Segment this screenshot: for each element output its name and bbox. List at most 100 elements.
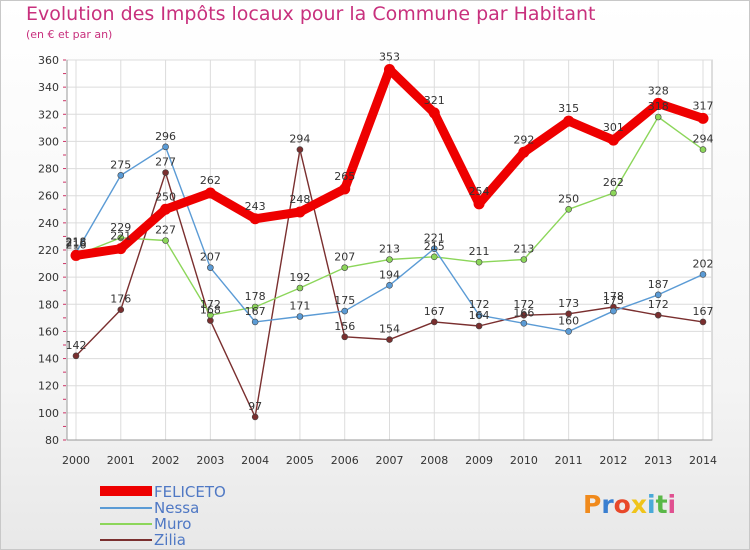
x-tick-label: 2014	[689, 454, 717, 467]
data-label: 172	[513, 298, 534, 311]
data-label: 221	[424, 232, 445, 245]
data-label: 262	[200, 174, 221, 187]
legend-label-zilia: Zilia	[154, 531, 186, 549]
data-point	[204, 187, 216, 199]
data-point	[207, 311, 214, 319]
legend-swatch-zilia	[100, 539, 152, 541]
x-tick-label: 2004	[241, 454, 269, 467]
data-point	[251, 303, 259, 311]
data-label: 171	[289, 300, 310, 313]
x-tick-label: 2012	[599, 454, 627, 467]
data-point	[430, 253, 438, 261]
x-tick-label: 2009	[465, 454, 493, 467]
x-tick-label: 2005	[286, 454, 314, 467]
data-point	[697, 112, 709, 124]
data-point	[475, 322, 483, 330]
data-label: 213	[379, 243, 400, 256]
data-point	[162, 169, 169, 176]
proxiti-logo: Proxiti	[583, 490, 676, 519]
data-label: 202	[693, 257, 714, 270]
data-point	[654, 291, 662, 299]
data-label: 216	[66, 236, 87, 249]
data-label: 294	[693, 133, 714, 146]
x-tick-label: 2000	[62, 454, 90, 467]
data-label: 216	[66, 238, 87, 251]
x-tick-label: 2003	[196, 454, 224, 467]
logo-letter: i	[667, 490, 677, 519]
data-label: 187	[648, 278, 669, 291]
y-tick-label: 200	[38, 271, 59, 284]
data-point	[699, 271, 707, 278]
data-label: 172	[200, 298, 221, 311]
data-point	[520, 319, 528, 327]
data-point	[610, 307, 617, 315]
data-label: 142	[66, 339, 87, 352]
data-point	[386, 336, 393, 343]
data-label: 248	[289, 193, 310, 206]
data-label: 227	[155, 224, 176, 237]
data-label: 167	[693, 305, 714, 318]
data-label: 172	[469, 298, 490, 311]
data-label: 175	[603, 294, 624, 307]
legend-label-muro: Muro	[154, 515, 192, 533]
y-tick-label: 320	[38, 108, 59, 121]
data-point	[518, 146, 530, 158]
legend-label-feliceto: FELICETO	[154, 483, 226, 501]
data-point	[565, 310, 572, 318]
data-label: 262	[603, 176, 624, 189]
data-label: 254	[469, 185, 490, 198]
data-label: 166	[513, 306, 534, 319]
data-label: 176	[110, 293, 131, 306]
y-tick-label: 180	[38, 298, 59, 311]
data-label: 211	[469, 245, 490, 258]
data-point	[251, 413, 259, 421]
data-point	[339, 183, 351, 195]
x-tick-label: 2008	[420, 454, 448, 467]
legend-swatch-muro	[100, 523, 152, 525]
data-point	[294, 206, 306, 218]
data-label: 97	[248, 400, 262, 413]
data-point	[341, 264, 349, 271]
data-label: 175	[334, 294, 355, 307]
legend-label-nessa: Nessa	[154, 499, 200, 517]
data-label: 172	[648, 298, 669, 311]
data-label: 317	[693, 99, 714, 112]
data-label: 215	[424, 240, 445, 253]
data-point	[251, 318, 259, 326]
data-point	[115, 243, 127, 255]
data-label: 292	[513, 133, 534, 146]
y-tick-label: 140	[38, 353, 59, 366]
legend-swatch-feliceto	[100, 486, 152, 496]
data-label: 275	[110, 158, 131, 171]
data-point	[162, 143, 169, 151]
data-point	[386, 256, 393, 263]
data-point	[607, 134, 619, 146]
logo-letter: i	[647, 490, 656, 519]
data-label: 167	[424, 305, 445, 318]
y-tick-label: 280	[38, 163, 59, 176]
x-tick-label: 2010	[510, 454, 538, 467]
data-point	[162, 237, 169, 244]
y-tick-label: 360	[38, 54, 59, 67]
data-point	[117, 234, 125, 242]
x-tick-label: 2013	[644, 454, 672, 467]
y-tick-label: 260	[38, 190, 59, 203]
logo-letter: o	[613, 490, 631, 519]
data-point	[341, 333, 349, 341]
data-label: 154	[379, 323, 400, 336]
data-label: 194	[379, 268, 400, 281]
data-label: 178	[603, 290, 624, 303]
data-label: 321	[424, 94, 445, 107]
data-point	[610, 189, 617, 197]
data-label: 328	[648, 84, 669, 97]
data-label: 167	[245, 305, 266, 318]
data-label: 221	[110, 230, 131, 243]
data-point	[296, 313, 304, 320]
data-label: 168	[200, 304, 221, 317]
data-label: 294	[289, 133, 310, 146]
data-point	[296, 284, 304, 292]
logo-letter: x	[630, 490, 647, 519]
data-point	[430, 318, 438, 326]
data-point	[117, 306, 125, 314]
